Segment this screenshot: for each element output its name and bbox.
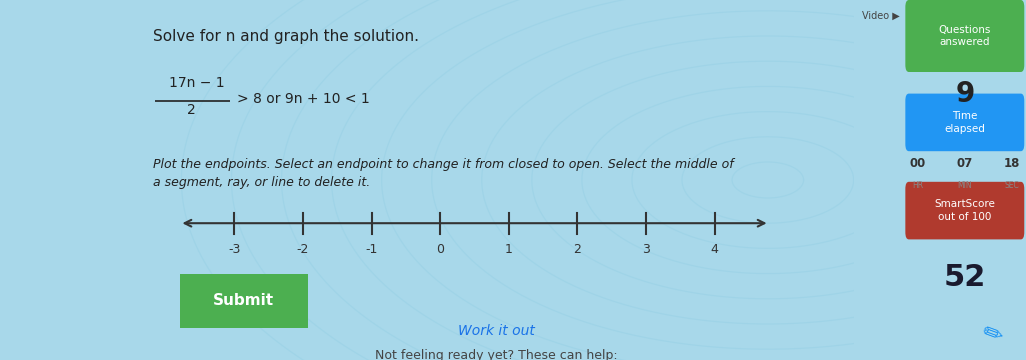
Text: SmartScore
out of 100: SmartScore out of 100 [935, 199, 995, 222]
Text: 4: 4 [711, 243, 718, 256]
Text: 1: 1 [505, 243, 513, 256]
Text: Plot the endpoints. Select an endpoint to change it from closed to open. Select : Plot the endpoints. Select an endpoint t… [153, 158, 734, 189]
FancyBboxPatch shape [905, 94, 1024, 151]
Text: -1: -1 [365, 243, 378, 256]
Text: Video ▶: Video ▶ [862, 11, 900, 21]
Text: 00: 00 [909, 157, 925, 170]
Text: -3: -3 [228, 243, 241, 256]
Text: Questions
answered: Questions answered [939, 25, 991, 47]
Text: Not feeling ready yet? These can help:: Not feeling ready yet? These can help: [374, 349, 618, 360]
Text: 2: 2 [574, 243, 582, 256]
Text: MIN: MIN [957, 181, 972, 190]
Text: HR: HR [912, 181, 923, 190]
Text: 3: 3 [642, 243, 649, 256]
Text: 52: 52 [944, 263, 986, 292]
Text: Work it out: Work it out [458, 324, 535, 338]
FancyBboxPatch shape [173, 271, 314, 330]
Text: SEC: SEC [1004, 181, 1020, 190]
FancyBboxPatch shape [905, 0, 1024, 72]
Text: 2: 2 [187, 103, 196, 117]
Text: 0: 0 [436, 243, 444, 256]
Text: 07: 07 [956, 157, 973, 170]
Text: -2: -2 [297, 243, 309, 256]
FancyBboxPatch shape [905, 182, 1024, 239]
Text: > 8 or 9n + 10 < 1: > 8 or 9n + 10 < 1 [237, 92, 370, 106]
Text: Submit: Submit [213, 293, 274, 308]
Text: 9: 9 [955, 80, 975, 108]
Text: 17n − 1: 17n − 1 [168, 76, 224, 90]
Text: Time
elapsed: Time elapsed [944, 111, 985, 134]
Text: Solve for n and graph the solution.: Solve for n and graph the solution. [153, 29, 419, 44]
Text: ✏: ✏ [978, 320, 1005, 350]
Text: 18: 18 [1004, 157, 1021, 170]
